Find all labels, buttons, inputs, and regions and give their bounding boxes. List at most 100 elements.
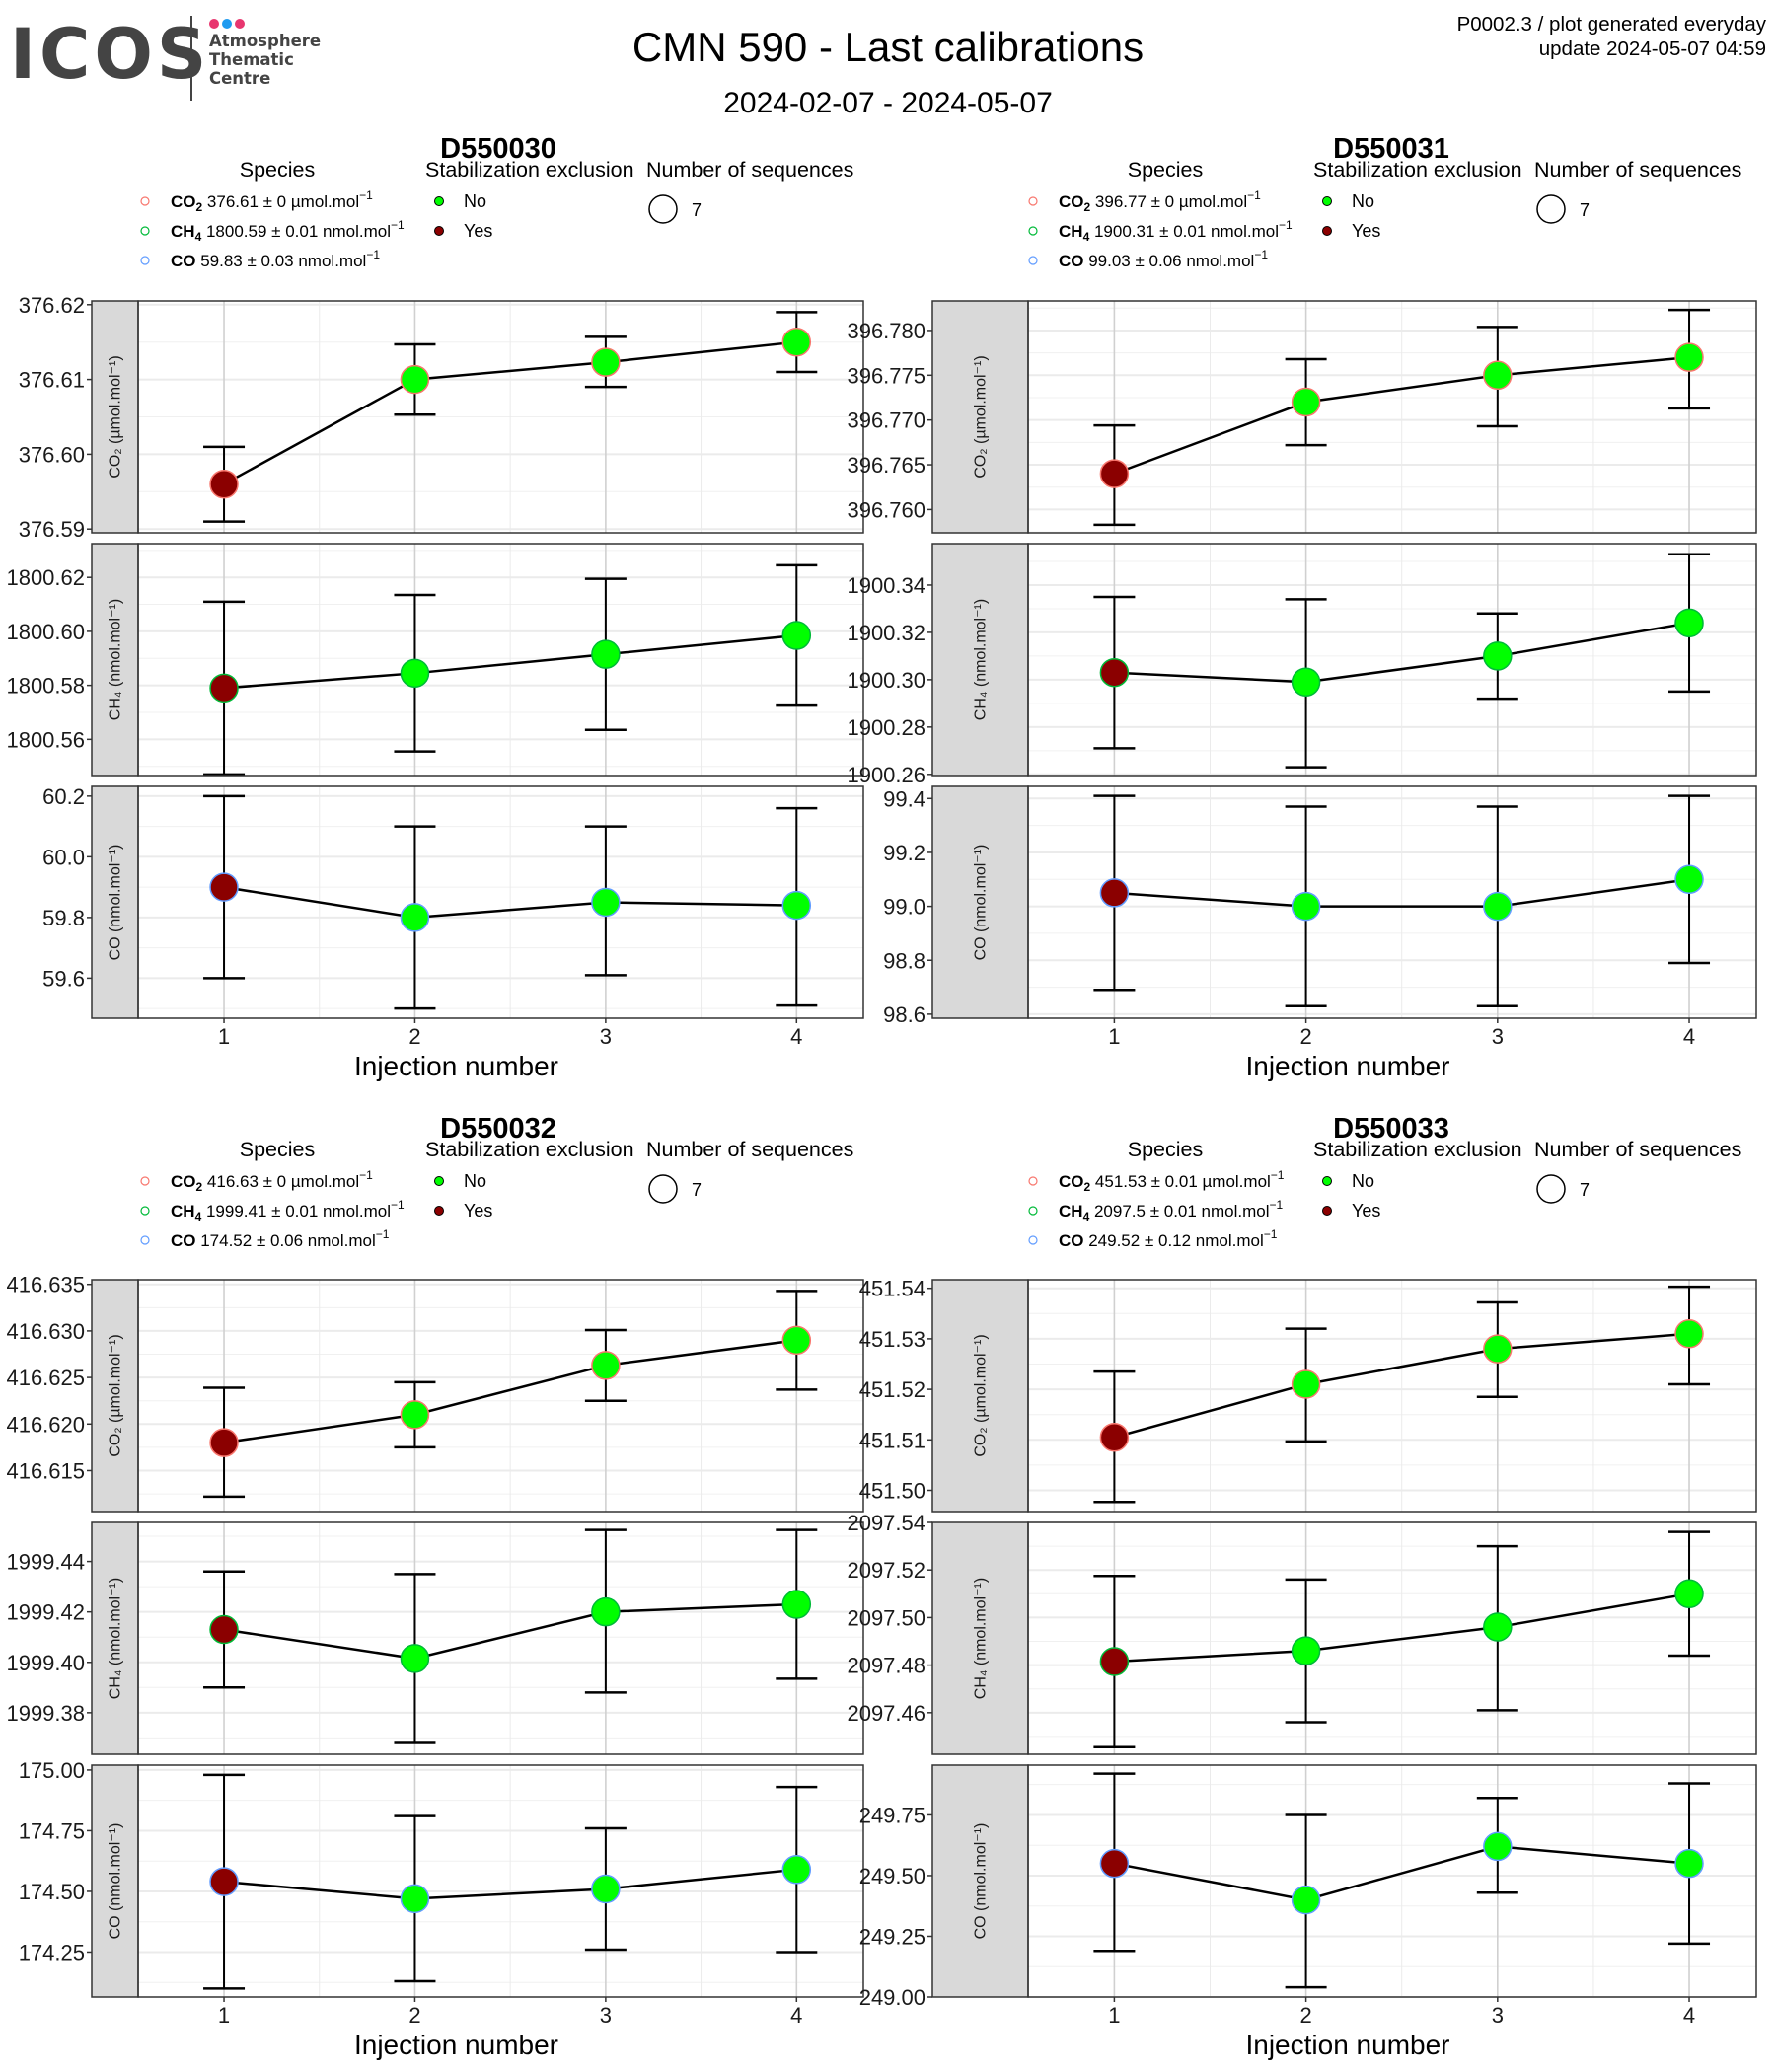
y-tick-label: 451.51 xyxy=(859,1428,925,1452)
species-value: 1999.41 ± 0.01 nmol.mol xyxy=(201,1202,391,1221)
plot-background xyxy=(138,786,863,1018)
plot-background xyxy=(138,1280,863,1512)
panel-co2: CO₂ (µmol.mol⁻¹) 396.760 396.765 396.770 396… xyxy=(847,300,1757,534)
plot-background xyxy=(1028,1522,1756,1754)
species-value: 174.52 ± 0.06 nmol.mol xyxy=(196,1231,376,1250)
y-tick-label: 1900.28 xyxy=(847,715,925,740)
legend-species-co: CO 174.52 ± 0.06 nmol.mol−1 xyxy=(171,1227,390,1250)
panel-border xyxy=(137,1279,864,1513)
series-line xyxy=(1114,1332,1690,1439)
y-tick-label: 396.780 xyxy=(847,319,925,343)
y-tick-label: 376.61 xyxy=(19,368,85,393)
data-point xyxy=(781,1855,812,1885)
y-tick-label: 60.2 xyxy=(42,784,85,809)
legend-species-ch4: CH4 1800.59 ± 0.01 nmol.mol−1 xyxy=(171,218,405,244)
species-subscript: 4 xyxy=(195,1210,202,1223)
facet-strip-label: CO₂ (µmol.mol⁻¹) xyxy=(108,1334,124,1456)
logo-dots-icon xyxy=(209,16,248,34)
facet-strip-label: CH₄ (nmol.mol⁻¹) xyxy=(973,1578,990,1699)
panel-border xyxy=(1027,543,1757,777)
data-point xyxy=(1483,641,1513,671)
species-subscript: 4 xyxy=(1083,230,1090,244)
y-tick-label: 396.770 xyxy=(847,408,925,433)
y-tick-label: 451.50 xyxy=(859,1478,925,1503)
y-tick-label: 1999.38 xyxy=(6,1701,85,1726)
update-timestamp: update 2024-05-07 04:59 xyxy=(1538,37,1766,60)
series-line xyxy=(1114,878,1690,908)
species-name: CO xyxy=(1059,192,1084,211)
plot-background xyxy=(1028,544,1756,776)
legend-species-ch4: CH4 2097.5 ± 0.01 nmol.mol−1 xyxy=(1059,1198,1284,1223)
legend-species-ch4-icon xyxy=(140,1206,150,1216)
y-tick-label: 249.00 xyxy=(859,1985,925,2010)
legend-stab-no-icon xyxy=(434,196,444,206)
data-point xyxy=(1674,864,1704,895)
legend-stab-no: No xyxy=(1352,1171,1374,1191)
data-point xyxy=(1099,878,1130,908)
species-name: CO xyxy=(171,1172,196,1191)
legend-sequences-size-icon xyxy=(648,194,678,224)
y-tick-label: 396.775 xyxy=(847,363,925,388)
legend-species-co-icon xyxy=(140,1235,150,1245)
legend-stab-no: No xyxy=(464,191,486,211)
unit-superscript: −1 xyxy=(1271,1168,1285,1182)
data-point xyxy=(1291,1636,1321,1665)
species-name: CO xyxy=(171,252,196,270)
legend-title-sequences: Number of sequences xyxy=(1534,1138,1741,1161)
y-tick-label: 1999.42 xyxy=(6,1600,85,1625)
species-value: 59.83 ± 0.03 nmol.mol xyxy=(196,252,367,270)
panel-border xyxy=(137,543,864,777)
page-title: CMN 590 - Last calibrations xyxy=(631,24,1145,70)
y-tick-label: 98.8 xyxy=(883,948,925,973)
panel-co: CO (nmol.mol⁻¹) 98.6 98.8 99.0 99.2 99.4 xyxy=(883,785,1757,1027)
species-value: 99.03 ± 0.06 nmol.mol xyxy=(1084,252,1255,270)
x-tick-label: 4 xyxy=(790,2003,802,2028)
species-value: 249.52 ± 0.12 nmol.mol xyxy=(1084,1231,1264,1250)
panel-border xyxy=(1027,785,1757,1019)
facet-strip xyxy=(931,1764,1029,1998)
y-tick-label: 59.6 xyxy=(42,966,85,991)
legend-species-co2: CO2 451.53 ± 0.01 µmol.mol−1 xyxy=(1059,1168,1285,1194)
species-value: 396.77 ± 0 µmol.mol xyxy=(1090,192,1247,211)
y-tick-label: 1999.44 xyxy=(6,1550,85,1575)
unit-superscript: −1 xyxy=(1247,188,1261,202)
data-point xyxy=(209,1428,239,1457)
x-axis-title: Injection number xyxy=(1245,2030,1449,2060)
y-tick-label: 451.54 xyxy=(859,1277,925,1301)
data-point xyxy=(1099,1848,1130,1879)
unit-superscript: −1 xyxy=(366,248,380,261)
series-line xyxy=(1114,1592,1690,1664)
logo-line: Thematic xyxy=(209,50,294,69)
facet-strip xyxy=(91,1279,139,1513)
data-point xyxy=(1674,608,1704,638)
legend-species-ch4: CH4 1999.41 ± 0.01 nmol.mol−1 xyxy=(171,1198,405,1223)
date-range-subtitle: 2024-02-07 - 2024-05-07 xyxy=(723,87,1053,119)
logo-dot xyxy=(222,19,232,29)
unit-superscript: −1 xyxy=(376,1227,390,1241)
chart-D550032: D550032 Species Stabilization exclusion Num… xyxy=(6,1113,864,2060)
panel-ch4: CH₄ (nmol.mol⁻¹) 2097.46 2097.48 2097.50 209… xyxy=(847,1511,1757,1755)
legend-species-co2: CO2 396.77 ± 0 µmol.mol−1 xyxy=(1059,188,1261,214)
y-tick-label: 2097.46 xyxy=(847,1701,925,1726)
facet-strip xyxy=(91,543,139,777)
species-name: CH xyxy=(171,1202,195,1221)
legend-species-co-icon xyxy=(140,256,150,265)
facet-strip xyxy=(91,1764,139,1998)
data-point xyxy=(400,903,430,932)
logo-dot xyxy=(209,19,219,29)
panel-co: CO (nmol.mol⁻¹) 249.00 249.25 249.50 249.75 xyxy=(859,1764,1757,2010)
legend-title-species: Species xyxy=(240,1138,316,1161)
x-axis-title: Injection number xyxy=(354,2030,558,2060)
y-tick-label: 1800.62 xyxy=(6,565,85,590)
chart-title: D550032 xyxy=(440,1113,556,1145)
plot-background xyxy=(138,1765,863,1997)
data-point xyxy=(1483,1612,1513,1642)
legend-species-co: CO 99.03 ± 0.06 nmol.mol−1 xyxy=(1059,248,1268,270)
unit-superscript: −1 xyxy=(1254,248,1268,261)
series-line xyxy=(223,340,797,485)
panel-border xyxy=(1027,300,1757,534)
unit-superscript: −1 xyxy=(391,1198,405,1212)
panel-border xyxy=(1027,1521,1757,1755)
data-point xyxy=(1674,1579,1704,1609)
species-value: 416.63 ± 0 µmol.mol xyxy=(202,1172,359,1191)
